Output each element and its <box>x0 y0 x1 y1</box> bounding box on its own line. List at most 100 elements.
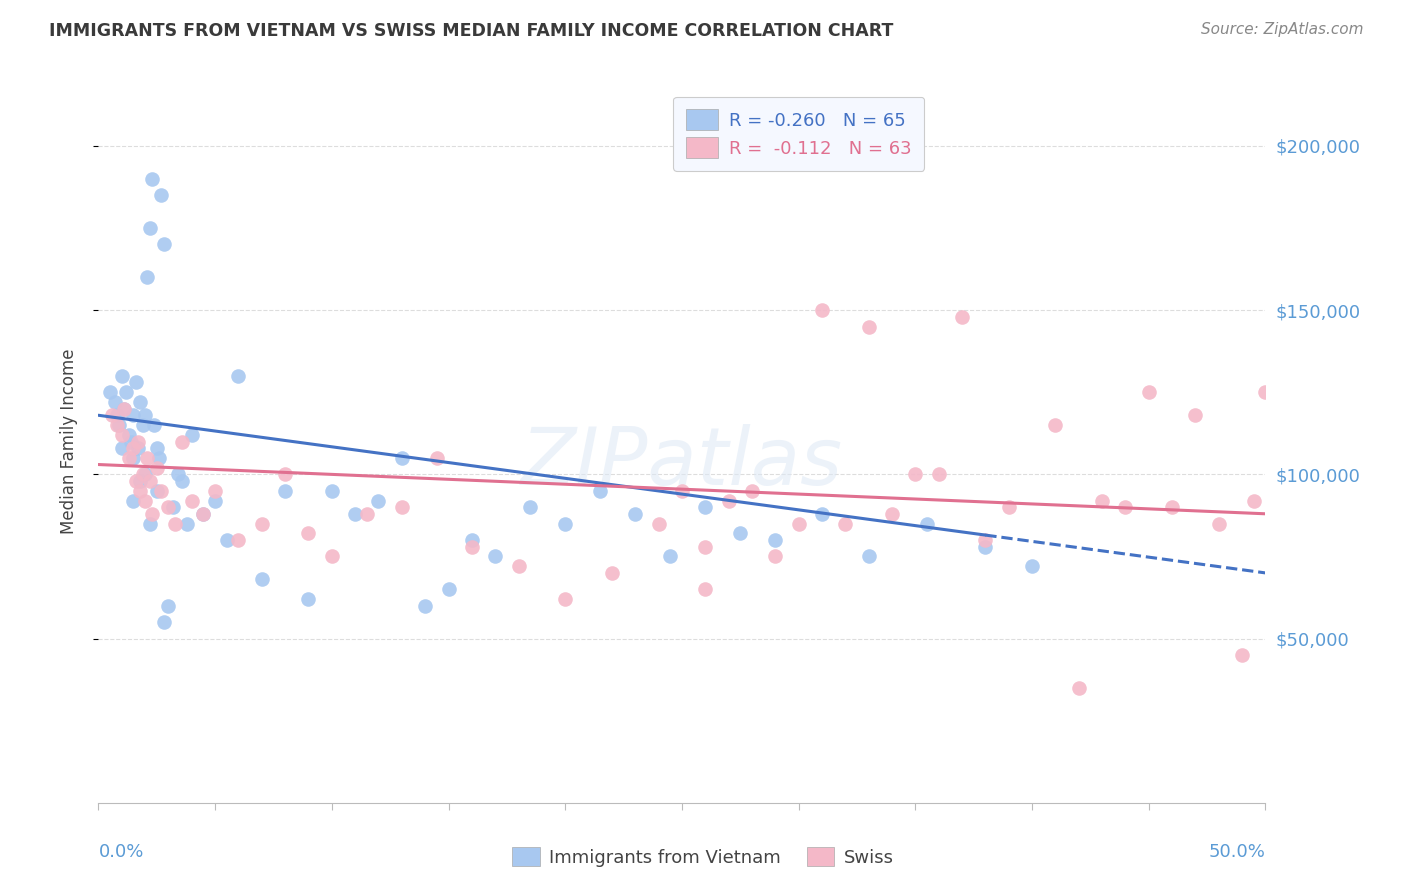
Point <box>695 500 717 515</box>
Point <box>997 500 1019 515</box>
Point <box>811 507 834 521</box>
Point <box>624 507 647 521</box>
Point <box>659 549 682 564</box>
Point <box>344 507 367 521</box>
Point <box>297 592 319 607</box>
Point <box>105 418 128 433</box>
Point <box>904 467 927 482</box>
Point <box>112 401 135 416</box>
Point <box>104 395 127 409</box>
Point <box>172 434 194 449</box>
Point <box>146 460 169 475</box>
Point <box>148 450 170 465</box>
Point <box>215 533 238 547</box>
Point <box>915 516 938 531</box>
Y-axis label: Median Family Income: Median Family Income <box>59 349 77 534</box>
Point <box>1230 648 1253 662</box>
Point <box>858 549 880 564</box>
Point <box>143 418 166 433</box>
Point <box>180 493 202 508</box>
Point <box>589 483 612 498</box>
Point <box>880 507 903 521</box>
Point <box>321 483 343 498</box>
Point <box>134 493 156 508</box>
Point <box>111 368 134 383</box>
Point <box>139 474 162 488</box>
Point <box>554 516 576 531</box>
Point <box>150 188 173 202</box>
Point <box>426 450 449 465</box>
Text: ZIPatlas: ZIPatlas <box>520 425 844 502</box>
Point <box>139 516 162 531</box>
Point <box>108 418 131 433</box>
Point <box>274 483 297 498</box>
Point <box>129 395 152 409</box>
Point <box>98 385 121 400</box>
Point <box>391 500 413 515</box>
Text: 50.0%: 50.0% <box>1209 843 1265 861</box>
Point <box>152 237 174 252</box>
Point <box>101 409 124 423</box>
Point <box>139 221 162 235</box>
Point <box>115 385 138 400</box>
Point <box>204 483 226 498</box>
Point <box>150 483 173 498</box>
Point <box>461 533 484 547</box>
Point <box>1243 493 1265 508</box>
Point <box>120 434 142 449</box>
Point <box>118 450 141 465</box>
Point <box>127 434 149 449</box>
Point <box>321 549 343 564</box>
Point <box>165 516 187 531</box>
Point <box>125 474 148 488</box>
Point <box>132 467 155 482</box>
Point <box>600 566 623 580</box>
Point <box>834 516 856 531</box>
Point <box>647 516 669 531</box>
Point <box>129 474 152 488</box>
Point <box>122 450 145 465</box>
Point <box>413 599 436 613</box>
Point <box>1021 559 1043 574</box>
Point <box>1137 385 1160 400</box>
Point <box>129 483 152 498</box>
Point <box>118 428 141 442</box>
Point <box>1254 385 1277 400</box>
Point <box>105 409 128 423</box>
Point <box>152 615 174 630</box>
Point <box>122 493 145 508</box>
Point <box>1208 516 1230 531</box>
Point <box>787 516 810 531</box>
Legend: Immigrants from Vietnam, Swiss: Immigrants from Vietnam, Swiss <box>505 840 901 874</box>
Point <box>134 467 156 482</box>
Point <box>204 493 226 508</box>
Point <box>146 441 169 455</box>
Point <box>717 493 740 508</box>
Point <box>437 582 460 597</box>
Point <box>741 483 763 498</box>
Point <box>1067 681 1090 695</box>
Point <box>132 418 155 433</box>
Point <box>484 549 506 564</box>
Point <box>1278 507 1301 521</box>
Point <box>297 526 319 541</box>
Point <box>730 526 752 541</box>
Point <box>193 507 215 521</box>
Point <box>811 303 834 318</box>
Point <box>695 540 717 554</box>
Point <box>928 467 950 482</box>
Point <box>671 483 693 498</box>
Point <box>125 376 148 390</box>
Point <box>172 474 194 488</box>
Text: IMMIGRANTS FROM VIETNAM VS SWISS MEDIAN FAMILY INCOME CORRELATION CHART: IMMIGRANTS FROM VIETNAM VS SWISS MEDIAN … <box>49 22 894 40</box>
Point <box>250 516 273 531</box>
Legend: R = -0.260   N = 65, R =  -0.112   N = 63: R = -0.260 N = 65, R = -0.112 N = 63 <box>673 96 924 170</box>
Point <box>974 533 997 547</box>
Point <box>250 573 273 587</box>
Point <box>162 500 184 515</box>
Point <box>134 409 156 423</box>
Point <box>1045 418 1067 433</box>
Point <box>1091 493 1114 508</box>
Point <box>508 559 530 574</box>
Point <box>157 500 180 515</box>
